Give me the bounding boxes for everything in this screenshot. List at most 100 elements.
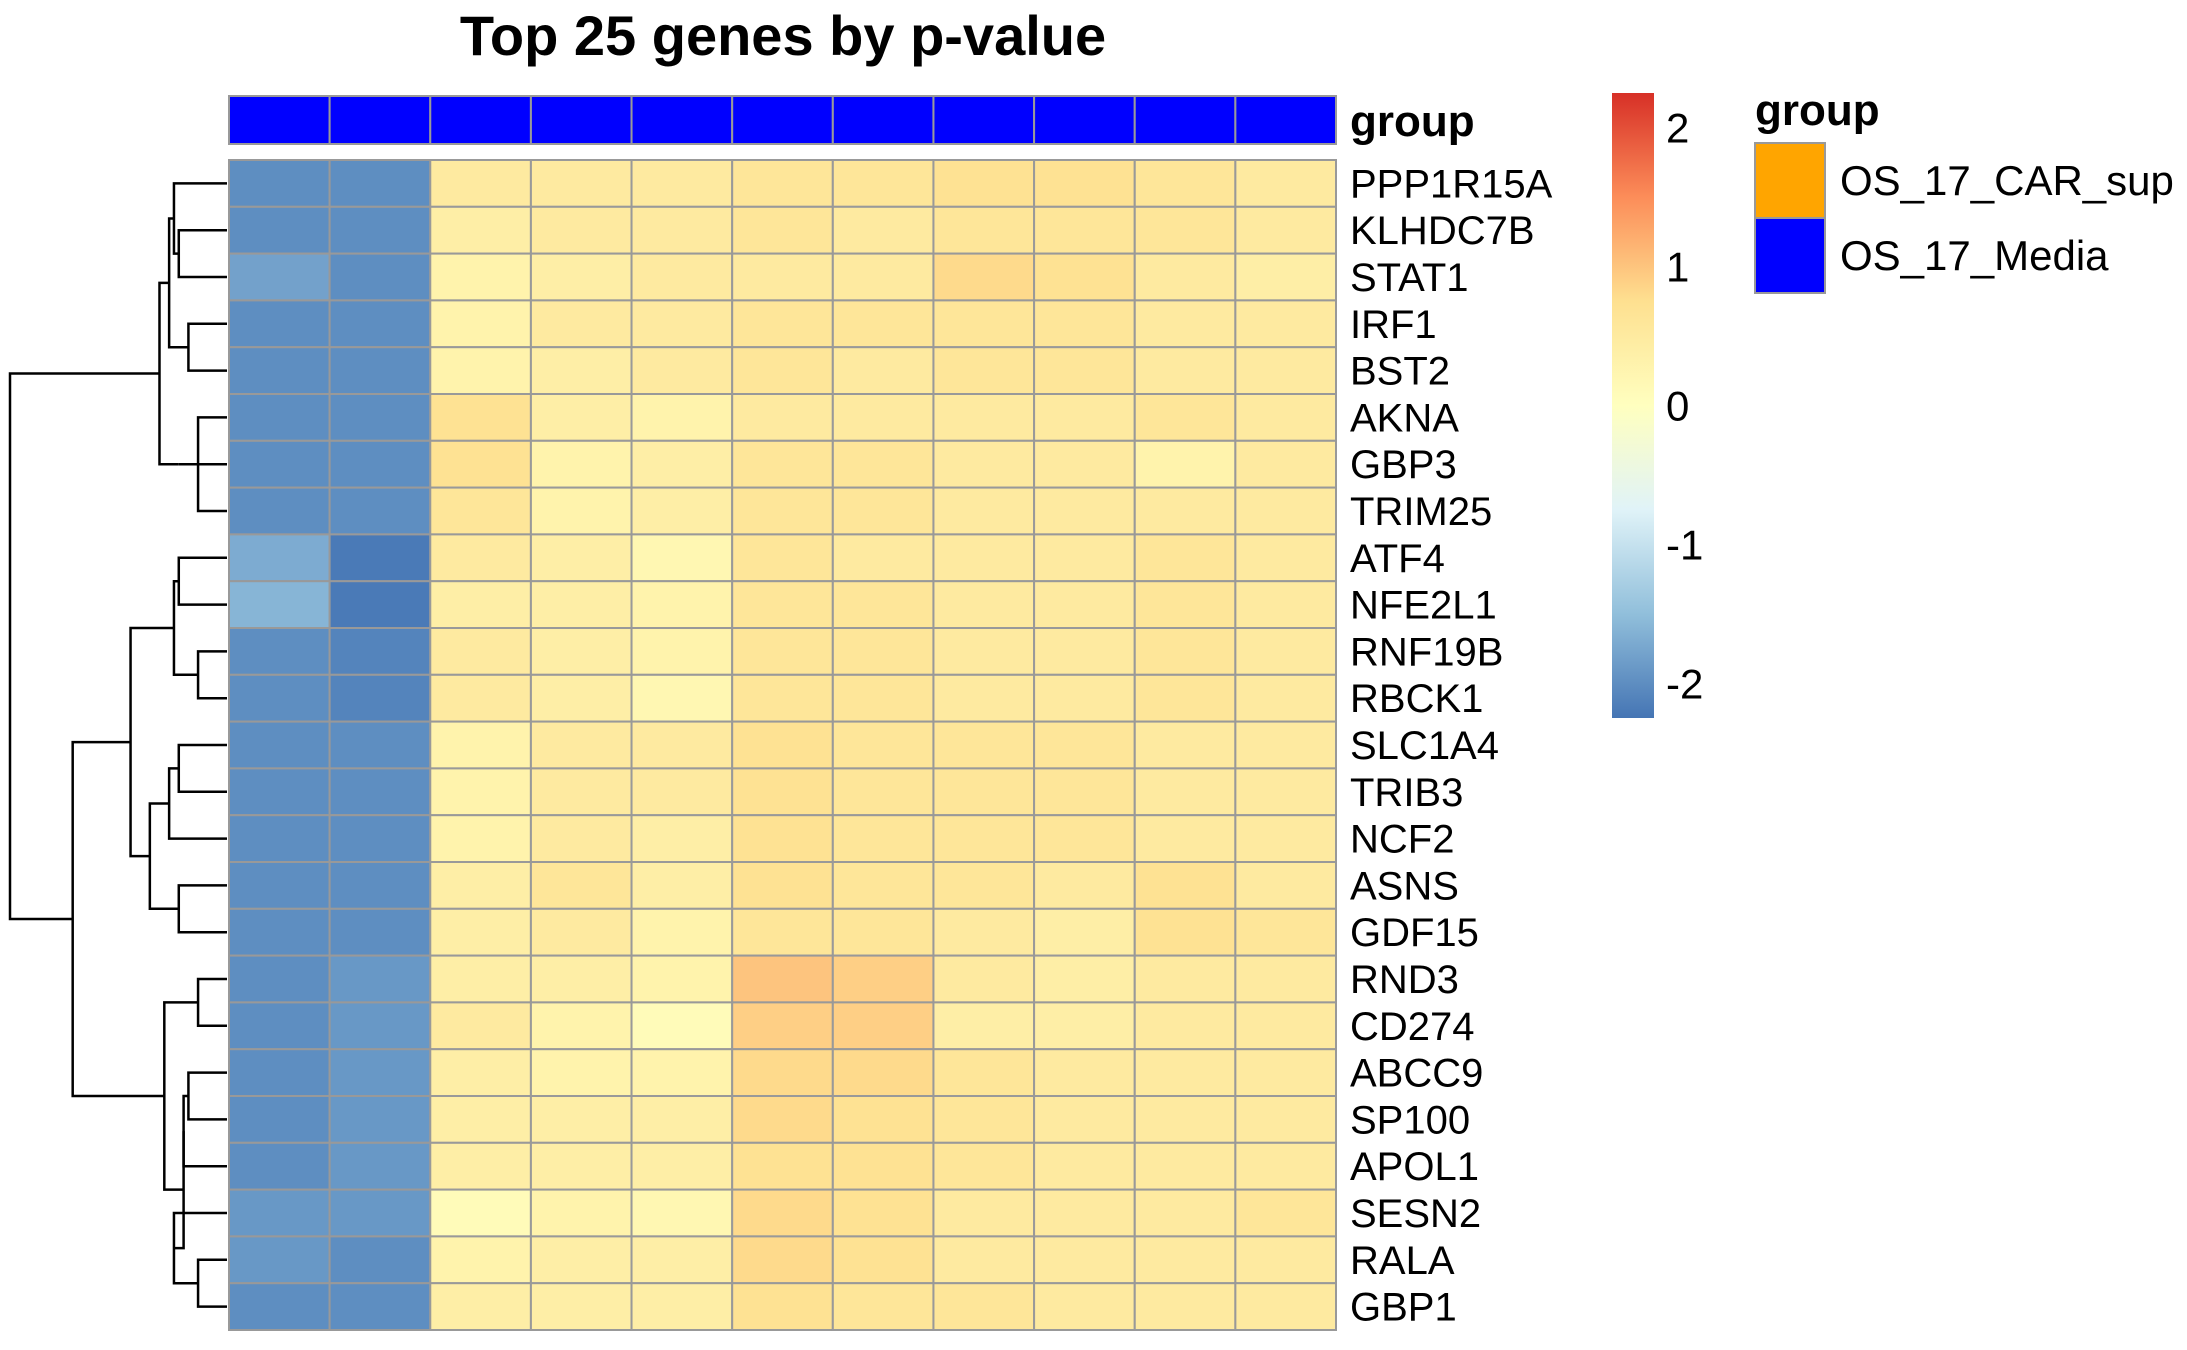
heatmap-cell [932,720,1036,770]
heatmap-cell [328,159,432,208]
annotation-cell [932,95,1036,145]
heatmap-cell [1133,1188,1237,1238]
heatmap-cell [932,1048,1036,1097]
heatmap-cell [328,907,432,957]
heatmap-cell [932,1095,1036,1144]
row-label: RALA [1350,1239,1455,1283]
heatmap-cell [328,486,432,536]
heatmap-cell [932,1235,1036,1285]
heatmap-cell [1133,1095,1237,1144]
row-label: ATF4 [1350,537,1445,581]
heatmap-cell [1133,159,1237,208]
heatmap-cell [429,954,532,1004]
heatmap-cell [831,1141,935,1191]
heatmap-cell [1033,720,1136,770]
row-label: AKNA [1350,396,1459,440]
heatmap-cell [529,1141,633,1191]
heatmap-cell [1133,1001,1237,1051]
legend-entry-label: OS_17_Media [1840,232,2109,279]
heatmap-cell [529,861,633,910]
heatmap-cell [328,1095,432,1144]
heatmap-cell [731,767,834,817]
heatmap-cell [932,627,1036,676]
color-scale-tick-label: -2 [1666,660,1703,707]
heatmap-cell [1234,299,1338,349]
heatmap-cell [1133,673,1237,723]
color-scale-legend: -2 -1 0 1 2 [1612,93,1703,718]
row-label: SP100 [1350,1098,1470,1142]
heatmap-cell [529,580,633,630]
dendrogram-branch [129,626,174,858]
heatmap-cell [228,954,331,1004]
row-label: ASNS [1350,864,1459,908]
heatmap-cell [831,720,935,770]
heatmap-cell [932,580,1036,630]
heatmap-cell [429,346,532,396]
heatmap-cell [630,1001,734,1051]
heatmap-cell [932,954,1036,1004]
heatmap-cell [429,861,532,910]
dendrogram-branch [177,743,227,794]
heatmap-cell [630,580,734,630]
heatmap-cell [831,1282,935,1331]
heatmap-cell [1234,1095,1338,1144]
heatmap-cell [1133,627,1237,676]
heatmap-cell [1033,205,1136,255]
heatmap-cell [228,159,331,208]
color-scale-tick-label: 2 [1666,105,1689,152]
heatmap-cell [932,673,1036,723]
heatmap-cell [328,393,432,442]
annotation-cell [328,95,432,145]
heatmap-cell [228,393,331,442]
heatmap-cell [1234,673,1338,723]
heatmap-cell [630,252,734,302]
annotation-cell [831,95,935,145]
heatmap-cell [1133,1235,1237,1285]
heatmap-cell [529,159,633,208]
dendrogram-branch [163,1001,199,1191]
row-label: GDF15 [1350,911,1479,955]
heatmap-cell [228,767,331,817]
heatmap-cell [731,627,834,676]
color-scale-bar [1612,93,1654,718]
heatmap-cell [429,627,532,676]
heatmap-cell [630,159,734,208]
heatmap-cell [429,1095,532,1144]
heatmap-cell [1133,205,1237,255]
heatmap-cell [328,814,432,864]
heatmap-cell [932,159,1036,208]
heatmap-cell [731,533,834,583]
heatmap-cell [1234,486,1338,536]
heatmap-cell [630,533,734,583]
annotation-cell [529,95,633,145]
heatmap-cell [932,1141,1036,1191]
heatmap-cell [328,1235,432,1285]
heatmap-cell [1033,1235,1136,1285]
dendrogram-branch [172,579,199,677]
heatmap-cell [630,205,734,255]
legend-swatch [1754,142,1826,219]
heatmap-cell [630,767,734,817]
heatmap-cell [1234,533,1338,583]
heatmap-cell [1033,533,1136,583]
heatmap-cell [1133,907,1237,957]
annotation-cell [1033,95,1136,145]
row-label: PPP1R15A [1350,162,1553,206]
heatmap-cell [1033,252,1136,302]
heatmap-cell [630,814,734,864]
heatmap-cell [630,299,734,349]
heatmap-cell [1133,861,1237,910]
dendrogram-branch [187,1071,227,1121]
legend-swatch [1754,217,1826,294]
heatmap-cell [529,1095,633,1144]
heatmap-cell [429,486,532,536]
heatmap-cell [328,1001,432,1051]
heatmap-cell [630,1048,734,1097]
heatmap-cell [932,1282,1036,1331]
heatmap-cell [731,814,834,864]
heatmap-cell [529,533,633,583]
heatmap-cell [731,346,834,396]
dendrogram-branch [187,322,227,372]
heatmap-cell [1234,954,1338,1004]
